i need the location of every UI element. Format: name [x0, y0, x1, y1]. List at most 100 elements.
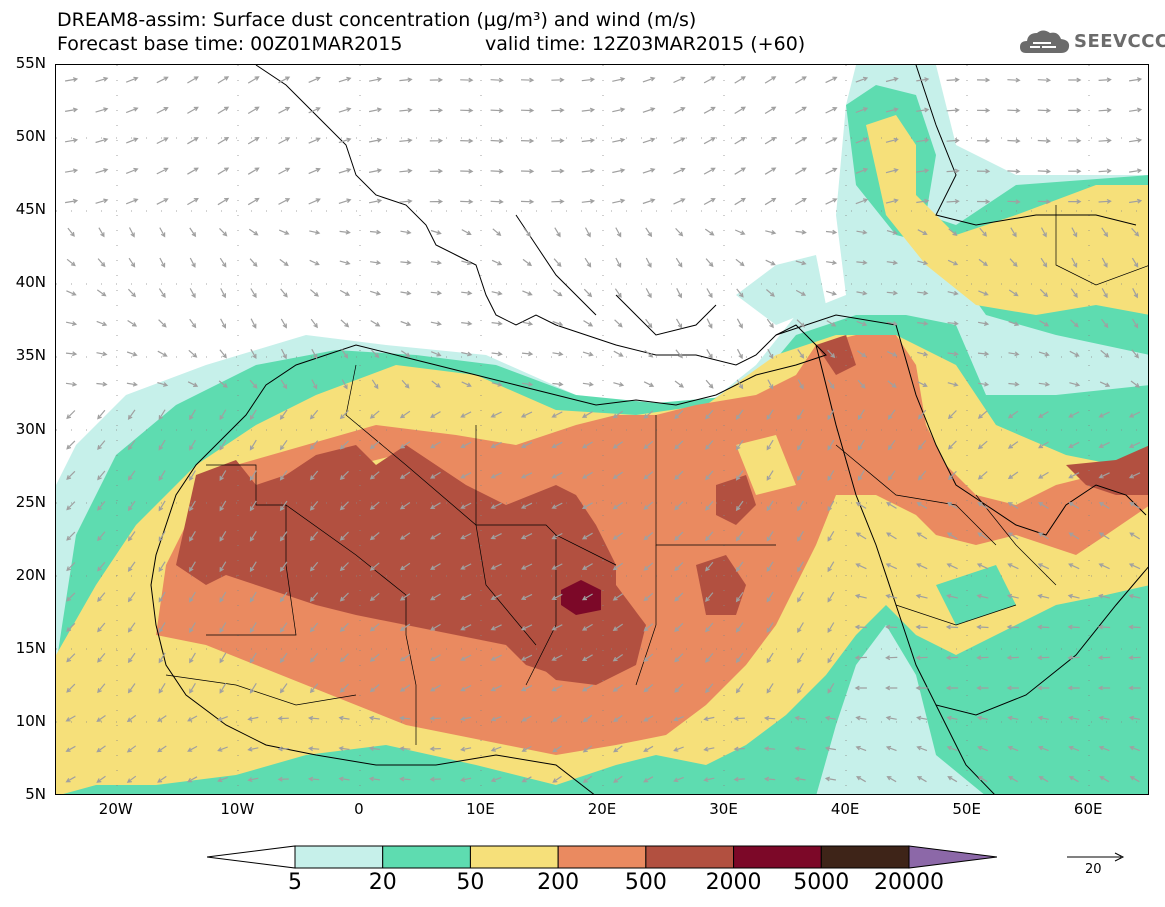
wind-arrow	[309, 653, 319, 663]
wind-arrow	[1037, 138, 1052, 144]
wind-arrow	[187, 76, 199, 84]
wind-arrow	[64, 198, 79, 204]
wind-arrow	[98, 227, 105, 238]
wind-arrow	[249, 561, 257, 573]
wind-arrow	[249, 379, 258, 389]
wind-arrow	[887, 380, 897, 388]
wind-arrow	[1039, 320, 1050, 327]
wind-arrow	[65, 381, 78, 387]
wind-arrow	[368, 137, 383, 143]
wind-arrow	[158, 682, 166, 694]
wind-arrow	[977, 745, 988, 752]
wind-arrow	[158, 319, 167, 328]
wind-arrow	[705, 440, 714, 450]
wind-arrow	[764, 106, 777, 115]
wind-arrow	[189, 530, 196, 542]
wind-arrow	[765, 259, 776, 266]
wind-arrow	[1098, 502, 1110, 509]
wind-arrow	[460, 777, 472, 782]
wind-arrow	[429, 715, 441, 721]
wind-arrow	[827, 439, 835, 451]
wind-arrow	[827, 530, 835, 542]
wind-arrow	[521, 381, 534, 387]
wind-arrow	[703, 106, 716, 114]
wind-arrow	[675, 257, 683, 268]
wind-arrow	[1129, 776, 1140, 783]
wind-arrow	[460, 472, 472, 479]
wind-arrow	[278, 137, 291, 145]
wind-arrow	[795, 167, 807, 175]
wind-arrow	[1037, 745, 1049, 752]
wind-arrow	[96, 289, 107, 297]
wind-arrow	[369, 501, 380, 510]
wind-arrow	[247, 746, 259, 752]
wind-arrow	[766, 289, 775, 297]
wind-arrow	[733, 776, 745, 782]
wind-arrow	[917, 440, 927, 451]
wind-arrow	[946, 715, 958, 721]
wind-arrow	[885, 563, 898, 570]
wind-arrow	[249, 652, 257, 664]
wind-arrow	[97, 653, 106, 663]
wind-arrow	[826, 290, 837, 296]
wind-arrow	[1037, 593, 1050, 599]
wind-arrow	[279, 652, 288, 664]
wind-arrow	[643, 381, 655, 387]
wind-arrow	[430, 502, 441, 510]
wind-arrow	[735, 439, 744, 451]
wind-arrow	[827, 652, 835, 664]
colorbar-segment	[294, 845, 384, 869]
wind-arrow	[736, 318, 743, 329]
lat-label: 15N	[15, 638, 46, 657]
wind-arrow	[187, 167, 199, 175]
wind-arrow	[189, 470, 196, 481]
wind-arrow	[797, 349, 805, 359]
wind-arrow	[1068, 411, 1080, 418]
wind-arrow	[220, 288, 226, 299]
wind-arrow	[581, 563, 593, 570]
wind-arrow	[127, 591, 136, 603]
wind-arrow	[977, 410, 988, 419]
wind-arrow	[97, 440, 106, 450]
wind-arrow	[127, 500, 136, 512]
wind-arrow	[310, 289, 319, 297]
wind-arrow	[399, 684, 411, 692]
wind-arrow	[1039, 288, 1049, 298]
wind-arrow	[795, 137, 807, 145]
wind-arrow	[827, 379, 835, 390]
wind-arrow	[219, 561, 227, 573]
wind-arrow	[127, 319, 138, 327]
wind-arrow	[127, 652, 136, 664]
wind-arrow	[1131, 227, 1140, 237]
wind-arrow	[247, 106, 260, 115]
wind-arrow	[399, 776, 411, 782]
wind-arrow	[581, 684, 593, 692]
wind-arrow	[368, 746, 380, 751]
wind-arrow	[1008, 381, 1020, 387]
wind-arrow	[65, 715, 76, 722]
wind-arrow	[279, 561, 288, 572]
wind-arrow	[1069, 350, 1080, 357]
wind-arrow	[490, 624, 502, 631]
wind-arrow	[827, 591, 835, 603]
wind-arrow	[705, 409, 714, 420]
wind-arrow	[187, 715, 198, 722]
wind-arrow	[948, 228, 958, 237]
wind-arrow	[673, 198, 686, 205]
wind-reference-label: 20	[1085, 862, 1102, 877]
wind-arrow	[794, 746, 806, 751]
wind-arrow	[1098, 411, 1110, 418]
wind-arrow	[338, 776, 350, 782]
lat-label: 35N	[15, 346, 46, 365]
wind-arrow	[97, 501, 106, 511]
wind-arrow	[705, 501, 714, 511]
wind-arrow	[67, 227, 75, 237]
wind-arrow	[581, 138, 596, 143]
wind-arrow	[1129, 532, 1141, 540]
wind-arrow	[734, 167, 746, 175]
wind-arrow	[552, 381, 564, 387]
wind-arrow	[1129, 168, 1143, 174]
wind-arrow	[734, 229, 746, 235]
wind-arrow	[1128, 472, 1141, 479]
wind-arrow	[552, 715, 562, 722]
